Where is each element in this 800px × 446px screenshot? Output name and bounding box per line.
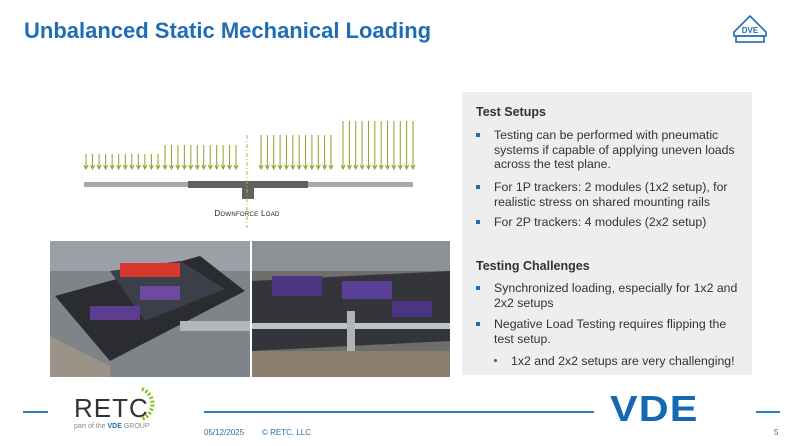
photo-test-setup-1 [50,241,250,377]
challenges-heading: Testing Challenges [476,259,590,273]
bullet: Testing can be performed with pneumatic … [476,128,746,172]
arrow-head [359,164,365,171]
badge-letters: DVE [742,26,759,35]
arrow-head [378,164,384,171]
diagram-label: Downforce Load [214,209,280,218]
footer-line-center [204,411,594,413]
module [188,181,308,188]
footer-copyright: © RETC, LLC [262,428,312,437]
vde-mark-icon: DVE [728,14,772,48]
arrow-head [162,164,168,171]
sub-bullet: 1x2 and 2x2 setups are very challenging! [476,354,746,369]
bullet: Synchronized loading, especially for 1x2… [476,281,746,310]
arrow-head [404,164,410,171]
photo-test-setup-2 [252,241,450,377]
arrow-head [194,164,200,171]
arrow-head [315,164,321,171]
bullet: For 1P trackers: 2 modules (1x2 setup), … [476,180,746,209]
arrow-head [103,164,109,171]
page-number: 5 [774,428,779,437]
arrow-head [385,164,390,171]
arrow-head [309,164,315,171]
arrow-head [149,164,154,171]
arrow-head [129,164,135,171]
arrow-head [353,164,359,171]
bullet: For 2P trackers: 4 modules (2x2 setup) [476,215,746,230]
arrow-head [109,164,115,171]
arrow-head [233,164,239,171]
arrow-head [346,164,352,171]
bullet: Negative Load Testing requires flipping … [476,317,746,346]
arrow-head [372,164,378,171]
arrow-head [169,164,174,171]
sun-rays-icon [141,387,155,421]
arrow-head [284,164,289,171]
footer-line-right [756,411,780,413]
arrow-head [135,164,141,171]
arrow-head [175,164,181,171]
arrow-head [155,164,161,171]
retc-logo: RETC part of the VDE GROUP [70,385,180,435]
arrow-head [201,164,207,171]
footer-date: 05/12/2025 [204,428,245,437]
slide-title: Unbalanced Static Mechanical Loading [24,18,432,43]
arrow-head [83,164,89,171]
arrow-head [181,164,187,171]
logo-tagline: part of the VDE GROUP [74,423,150,430]
arrow-head [277,164,283,171]
arrow-head [410,164,416,171]
arrow-head [116,164,122,171]
arrow-head [122,164,128,171]
arrow-head [397,164,403,171]
mount [242,188,254,199]
arrow-head [328,164,334,171]
arrow-head [366,164,371,171]
vde-logo: VDE [610,388,699,429]
arrow-head [96,164,102,171]
arrow-head [271,164,277,171]
arrow-head [220,164,226,171]
arrow-head [290,164,296,171]
arrow-head [214,164,220,171]
arrow-head [207,164,213,171]
arrow-head [340,164,346,171]
arrow-head [142,164,148,171]
arrow-head [227,164,232,171]
arrow-head [188,164,194,171]
downforce-load-diagram: Downforce Load [83,121,416,228]
arrow-head [322,164,328,171]
info-panel: Test Setups Testing can be performed wit… [462,92,752,375]
setups-heading: Test Setups [476,105,546,119]
arrow-head [258,164,264,171]
arrow-head [303,164,308,171]
arrow-head [296,164,302,171]
footer-line-left [23,411,48,413]
arrow-head [391,164,397,171]
arrow-head [264,164,270,171]
arrow-head [90,164,95,171]
